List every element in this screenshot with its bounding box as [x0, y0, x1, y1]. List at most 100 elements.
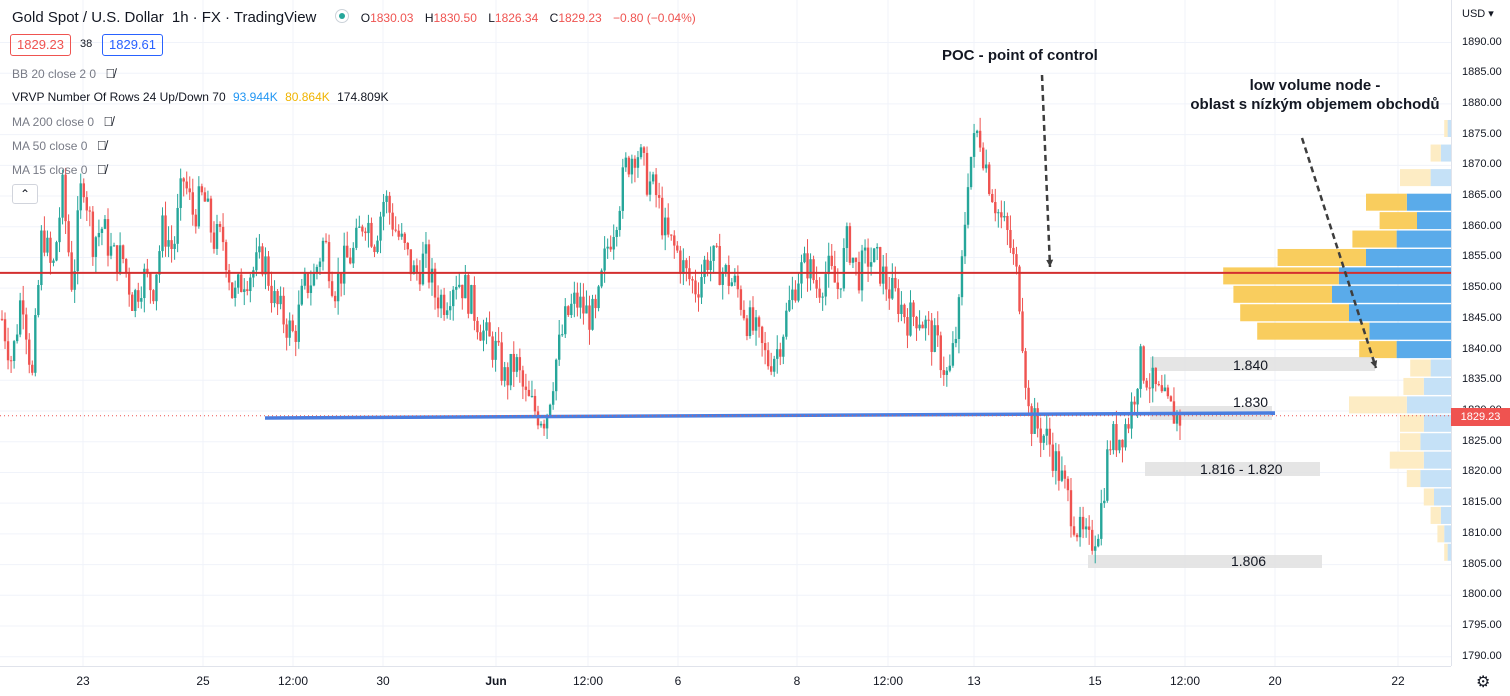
indicator-ma15-label: MA 15 close 0: [12, 163, 88, 177]
exchange-label: FX: [201, 9, 221, 26]
candle-body: [473, 285, 476, 321]
hidden-eye-icon[interactable]: 👁̸: [96, 162, 107, 177]
candle-body: [806, 253, 809, 279]
candle-body: [988, 164, 991, 194]
volume-profile-up-bar: [1349, 304, 1451, 322]
candle-body: [303, 272, 307, 286]
symbol-name[interactable]: Gold Spot / U.S. Dollar: [12, 9, 164, 26]
candle-body: [1178, 412, 1182, 426]
candle-body: [152, 290, 155, 302]
price-scale[interactable]: USD ▾ 1890.00 1885.00 1880.00 1875.00 1870.0…: [1451, 0, 1510, 666]
candle-body: [1166, 387, 1170, 397]
candle-body: [346, 245, 349, 258]
candle-body: [46, 237, 49, 253]
zone-label-1830: 1.830: [1233, 394, 1269, 410]
candle-body: [642, 147, 646, 153]
candle-body: [1109, 449, 1112, 451]
indicator-ma15[interactable]: MA 15 close 0 👁̸: [12, 162, 106, 177]
collapse-legend-button[interactable]: ⌃: [12, 184, 38, 204]
chart-area[interactable]: [0, 0, 1451, 666]
candle-body: [509, 353, 512, 386]
candle-body: [1039, 428, 1042, 443]
settings-gear-icon[interactable]: ⚙: [1476, 674, 1491, 691]
volume-profile-down-bar: [1400, 169, 1431, 187]
candle-body: [406, 242, 409, 250]
candle-body: [479, 332, 482, 341]
candle-body: [627, 157, 631, 175]
candle-body: [839, 288, 843, 290]
volume-profile-down-bar: [1389, 451, 1424, 469]
volume-profile-up-bar: [1420, 433, 1451, 451]
candle-body: [769, 366, 773, 372]
price-chart[interactable]: [0, 0, 1451, 666]
candle-body: [409, 249, 413, 275]
support-line: [264, 411, 1276, 420]
hidden-eye-icon[interactable]: 👁̸: [105, 66, 116, 81]
candle-body: [936, 325, 939, 336]
candle-body: [830, 255, 833, 267]
candle-body: [221, 226, 225, 243]
source-label: TradingView: [233, 9, 317, 26]
candle-body: [1142, 346, 1145, 381]
candle-body: [966, 187, 970, 225]
volume-profile-up-bar: [1420, 470, 1451, 488]
candle-body: [600, 270, 603, 287]
candle-body: [467, 275, 470, 314]
indicator-ma200[interactable]: MA 200 close 0 👁̸: [12, 114, 113, 129]
candle-body: [836, 282, 840, 290]
candle-body: [712, 245, 715, 261]
price-tick-label: 1880.00: [1462, 96, 1502, 109]
interval-label[interactable]: 1h: [171, 9, 189, 26]
volume-profile-up-bar: [1366, 248, 1451, 266]
price-tick-label: 1790.00: [1462, 649, 1502, 662]
candle-body: [863, 247, 867, 251]
candle-body: [972, 133, 976, 157]
time-tick-label: 30: [376, 674, 390, 688]
candle-body: [984, 164, 988, 169]
candle-body: [418, 272, 422, 285]
candle-body: [421, 253, 425, 285]
time-scale[interactable]: 23 25 12:00 30 Jun 12:00 6 8 12:00 13 15 12:00 20 22: [0, 666, 1451, 696]
spread-value: 38: [80, 38, 93, 50]
candle-body: [85, 197, 88, 211]
candle-body: [891, 277, 894, 299]
lvn-annotation[interactable]: low volume node - oblast s nízkým objeme…: [1150, 76, 1480, 114]
hidden-eye-icon[interactable]: 👁̸: [103, 114, 114, 129]
price-tick-label: 1855.00: [1462, 250, 1502, 263]
volume-profile-up-bar: [1447, 119, 1451, 137]
indicator-vrvp[interactable]: VRVP Number Of Rows 24 Up/Down 70 93.944…: [12, 90, 389, 104]
poc-annotation[interactable]: POC - point of control: [942, 47, 1098, 64]
volume-profile-down-bar: [1444, 119, 1448, 137]
candle-body: [430, 268, 434, 283]
candle-body: [736, 275, 740, 290]
candle-body: [766, 350, 770, 367]
candle-body: [327, 242, 331, 282]
candle-body: [279, 295, 282, 305]
candle-body: [1169, 396, 1173, 402]
candle-body: [342, 245, 346, 284]
candle-body: [336, 272, 340, 302]
candle-body: [97, 232, 101, 238]
sell-price-box[interactable]: 1829.23: [10, 34, 71, 56]
indicator-ma50[interactable]: MA 50 close 0 👁̸: [12, 138, 106, 153]
hidden-eye-icon[interactable]: 👁̸: [96, 138, 107, 153]
candle-body: [721, 271, 724, 285]
candle-body: [1100, 503, 1103, 539]
candle-body: [358, 226, 361, 228]
volume-profile-down-bar: [1379, 212, 1417, 230]
candle-body: [951, 343, 955, 366]
candle-body: [1051, 444, 1055, 471]
market-status-icon[interactable]: [334, 9, 349, 23]
candle-body: [866, 247, 870, 267]
volume-profile-up-bar: [1406, 193, 1451, 211]
candle-body: [1103, 500, 1106, 504]
price-zone-box: [1088, 555, 1322, 568]
candle-body: [897, 288, 900, 315]
candle-body: [948, 365, 952, 371]
candle-body: [273, 291, 276, 304]
candle-body: [121, 245, 125, 260]
buy-price-box[interactable]: 1829.61: [102, 34, 163, 56]
candle-body: [170, 240, 173, 250]
indicator-bb[interactable]: BB 20 close 2 0 👁̸: [12, 66, 115, 81]
currency-selector[interactable]: USD ▾: [1462, 8, 1494, 20]
